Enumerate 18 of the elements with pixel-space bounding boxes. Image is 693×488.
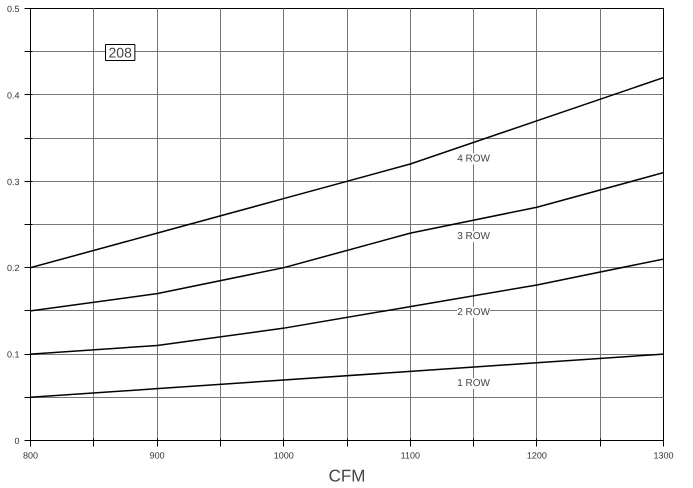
x-tick-label: 800 [22, 450, 38, 460]
x-axis-title: CFM [328, 466, 366, 486]
y-tick-label: 0.2 [6, 263, 20, 274]
annotation: 208 [108, 44, 132, 60]
series-label: 4 ROW [457, 153, 491, 164]
x-tick-label: 1100 [400, 450, 420, 460]
y-tick-label: 0 [14, 436, 20, 446]
series-label: 3 ROW [457, 231, 491, 242]
series-label: 1 ROW [457, 378, 491, 390]
x-tick-label: 1300 [653, 450, 674, 460]
x-tick-label: 1200 [526, 450, 547, 460]
series-label: 2 ROW [457, 306, 491, 318]
y-tick-label: 0.1 [6, 350, 20, 360]
x-tick-label: 900 [150, 450, 165, 460]
y-tick-label: 0.4 [6, 90, 20, 100]
y-tick-label: 0.3 [6, 176, 20, 187]
y-tick-label: 0.5 [6, 4, 20, 14]
x-tick-label: 1000 [274, 450, 294, 460]
